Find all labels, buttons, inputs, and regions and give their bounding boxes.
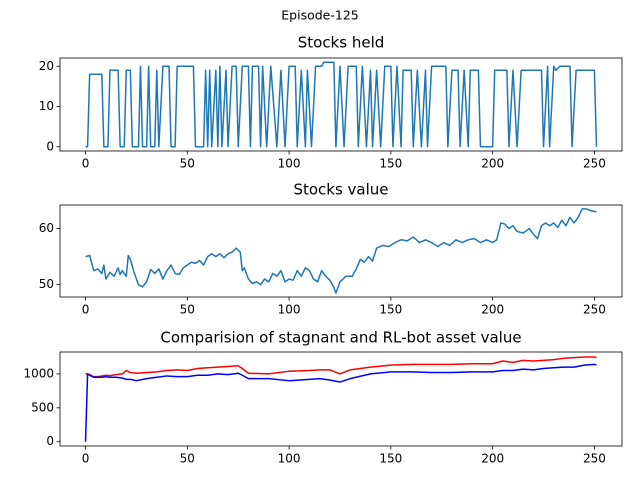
x-tick-label: 200: [481, 303, 504, 317]
x-tick-label: 100: [278, 157, 301, 171]
y-tick-label: 10: [39, 99, 54, 113]
y-tick-label: 20: [39, 59, 54, 73]
x-tick-label: 50: [180, 157, 195, 171]
x-tick-label: 100: [278, 452, 301, 466]
x-tick-label: 250: [583, 452, 606, 466]
x-tick-label: 250: [583, 303, 606, 317]
figure-title: Episode-125: [281, 8, 358, 23]
y-tick-label: 50: [39, 277, 54, 291]
x-tick-label: 0: [82, 452, 90, 466]
x-tick-label: 50: [180, 452, 195, 466]
axes-frame: [59, 204, 623, 298]
axes-frame: [59, 351, 623, 447]
y-tick-label: 1000: [23, 366, 54, 380]
data-line: [85, 356, 597, 378]
x-tick-label: 100: [278, 303, 301, 317]
x-tick-label: 0: [82, 303, 90, 317]
axes-title: Stocks held: [298, 34, 385, 52]
x-tick-label: 150: [379, 303, 402, 317]
data-line: [84, 363, 597, 442]
data-line: [85, 208, 597, 294]
x-tick-label: 150: [379, 452, 402, 466]
x-tick-label: 200: [481, 157, 504, 171]
y-tick-label: 0: [46, 434, 54, 448]
x-tick-label: 50: [180, 303, 195, 317]
axes-title: Comparision of stagnant and RL-bot asset…: [160, 329, 521, 347]
y-tick-label: 500: [31, 400, 54, 414]
x-tick-label: 150: [379, 157, 402, 171]
axes-title: Stocks value: [293, 181, 388, 199]
y-tick-label: 60: [39, 221, 54, 235]
x-tick-label: 250: [583, 157, 606, 171]
y-tick-label: 0: [46, 139, 54, 153]
axes-frame: [59, 57, 623, 152]
x-tick-label: 200: [481, 452, 504, 466]
x-tick-label: 0: [82, 157, 90, 171]
data-line: [85, 61, 598, 148]
